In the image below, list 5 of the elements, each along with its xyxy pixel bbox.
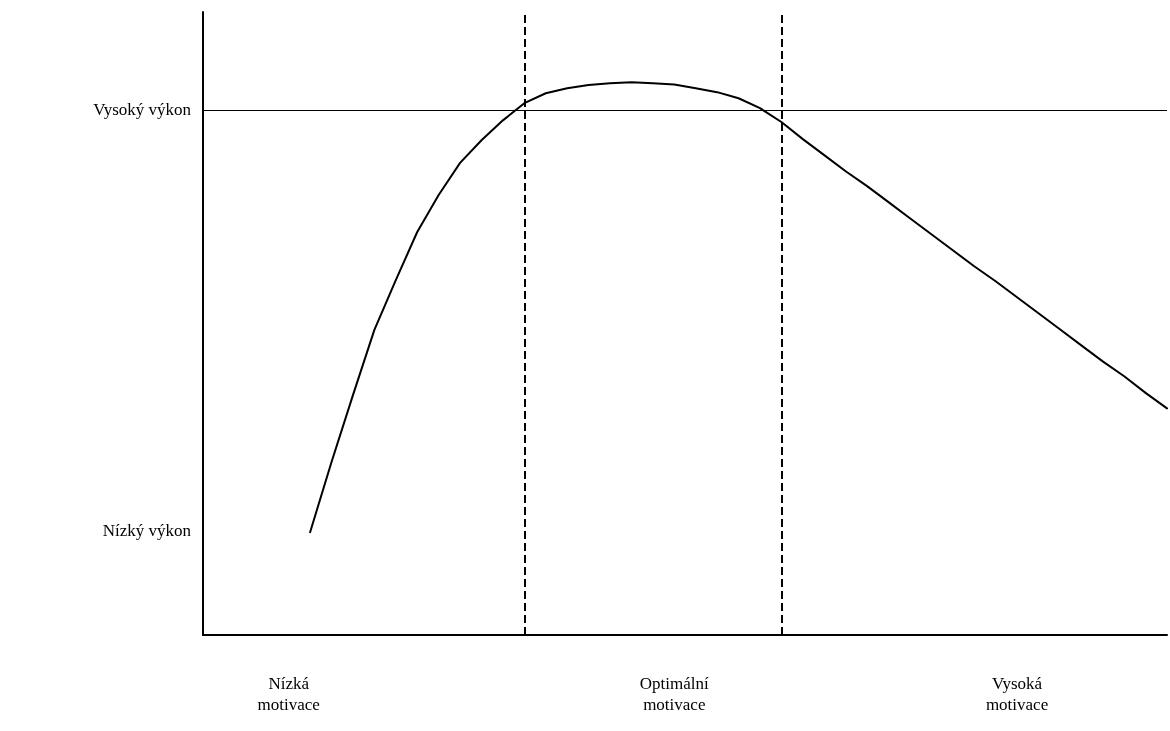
x-tick-label: Nízká motivace: [257, 674, 320, 714]
text: Nízký výkon: [102, 521, 192, 540]
ref-line-label: Vysoký výkon: [93, 100, 192, 120]
x-tick-label: Vysoká motivace: [985, 674, 1049, 714]
x-tick-label: Optimální motivace: [639, 674, 710, 714]
